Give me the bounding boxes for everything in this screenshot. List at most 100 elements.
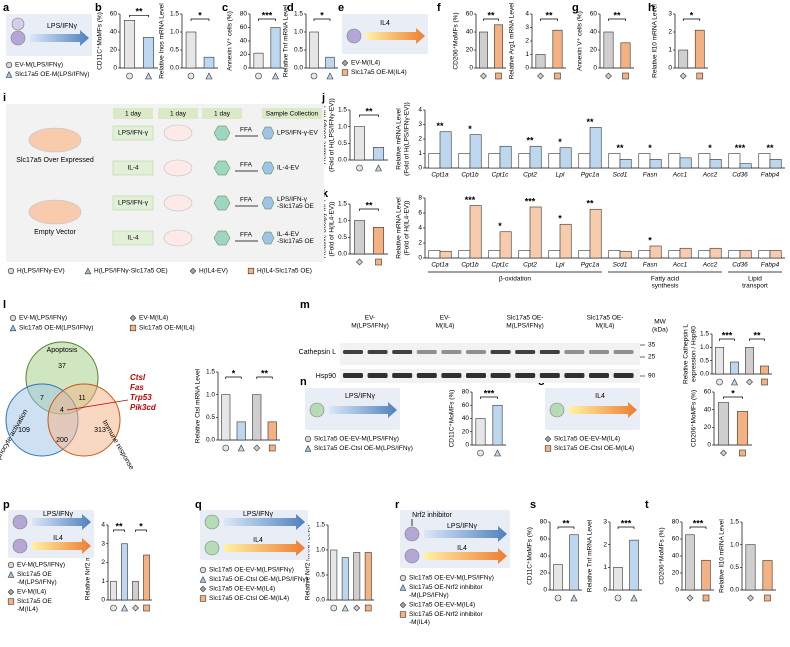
band — [343, 373, 363, 378]
legend-label: Slc17a5 OE-Ctsl OE-M(IL4) — [209, 595, 289, 602]
legend-marker — [7, 571, 15, 578]
lane-label: EV- — [440, 315, 450, 322]
y-axis-label: Relative mRNA Level — [396, 197, 403, 259]
y-tick-label: 0 — [593, 65, 597, 72]
bar — [353, 552, 361, 601]
significance: * — [731, 388, 735, 398]
bar — [769, 250, 782, 259]
lane-label: Slc17a5 OE- — [587, 315, 624, 322]
cell — [11, 17, 25, 31]
treatment-box — [112, 125, 154, 141]
x-tick-label: Scd1 — [613, 262, 628, 269]
legend-label: Slc17a5 OE — [17, 571, 52, 578]
bar — [548, 250, 561, 259]
legend-label: H(LPS/IFNγ-EV) — [17, 268, 65, 275]
y-tick-label: 20 — [704, 424, 712, 431]
x-tick-label: Cpt1a — [431, 172, 449, 179]
y-axis-label: CD206⁺MoMFs (%) — [691, 390, 698, 447]
bar — [372, 147, 385, 161]
scene-box — [6, 104, 324, 262]
category-icon — [205, 72, 213, 80]
bar — [236, 421, 246, 441]
bar — [613, 567, 623, 591]
y-tick-label: 40 — [672, 553, 680, 560]
y-tick-label: 0.0 — [170, 65, 179, 72]
category-icon — [121, 604, 128, 612]
treatment-box — [112, 230, 154, 246]
category-icon — [330, 604, 338, 612]
sample-label: -Slc17a5 OE — [277, 238, 315, 245]
category-icon — [110, 604, 117, 612]
y-tick-label: 0 — [525, 65, 529, 72]
x-tick-label: Cpt1c — [492, 262, 510, 269]
bar — [619, 250, 632, 259]
legend-label: EV-M(LPS/IFNγ) — [17, 562, 65, 569]
y-tick-label: 1.5 — [316, 522, 325, 529]
gene-pointer — [66, 399, 129, 411]
bar — [252, 394, 262, 441]
significance-bracket — [225, 376, 242, 379]
legend-marker — [9, 324, 17, 332]
significance: * — [468, 124, 472, 134]
legend-label: Slc17a5 OE-M(LPS/IFNγ) — [15, 71, 89, 78]
treatment-label: IL-4 — [127, 165, 139, 172]
band — [392, 350, 413, 354]
bar — [529, 145, 542, 169]
group-label: Empty Vector — [34, 229, 76, 236]
bar — [121, 543, 128, 601]
legend-marker — [7, 598, 15, 605]
bar — [458, 153, 471, 169]
ffa-label: FFA — [240, 162, 253, 169]
venn-count: 200 — [56, 437, 68, 444]
panel-letter: l — [3, 299, 6, 311]
band — [490, 373, 511, 378]
ffa-label: FFA — [240, 127, 253, 134]
x-tick-label: Cpt2 — [523, 262, 537, 269]
sample-label: LPS/IFN-γ-EV — [277, 130, 318, 137]
x-tick-label: Acc1 — [672, 172, 688, 179]
legend-label: -M(IL4) — [409, 619, 430, 626]
category-icon — [255, 72, 262, 80]
band — [539, 373, 560, 378]
bar — [488, 153, 501, 169]
significance: *** — [484, 388, 495, 398]
legend-label: -M(LPS/IFNγ) — [17, 579, 57, 586]
band-label: Hsp90 — [316, 373, 336, 380]
significance: * — [232, 368, 236, 378]
arrow — [32, 514, 91, 530]
bar — [685, 534, 695, 591]
significance-bracket — [617, 526, 635, 529]
lane-label: EV- — [365, 315, 375, 322]
y-tick-label: 80 — [462, 389, 470, 396]
gene-label: Trp53 — [130, 393, 152, 402]
header-box — [158, 108, 198, 119]
y-axis-label: Relative Tnf mRNA Level — [587, 519, 594, 592]
bar — [638, 250, 651, 259]
bar — [253, 52, 264, 69]
bar — [758, 153, 771, 169]
category-icon — [716, 378, 723, 386]
cell — [346, 28, 362, 44]
legend-label: H(LPS/IFNγ-Slc17a5 OE) — [94, 268, 168, 275]
y-tick-label: 3 — [101, 540, 105, 547]
legend-label: Slc17a5 OE-Ctsl OE-M(LPS/IFNγ) — [314, 445, 413, 452]
bar — [694, 29, 705, 69]
cell — [404, 548, 420, 564]
bar — [341, 557, 349, 601]
y-tick-label: 60 — [540, 536, 548, 543]
significance: ** — [586, 199, 594, 209]
panel-letter: j — [321, 92, 325, 104]
significance: ** — [753, 330, 761, 340]
significance: ** — [487, 10, 495, 20]
legend-label: Slc17a5 OE-EV-M(IL4) — [409, 602, 475, 609]
significance-bracket — [480, 396, 498, 399]
band — [564, 373, 585, 378]
bar — [762, 560, 773, 591]
venn-count: 109 — [18, 427, 30, 434]
stimulus-label: LPS/IFNγ — [447, 523, 477, 530]
y-tick-label: 4 — [418, 107, 422, 114]
significance-bracket — [129, 14, 149, 18]
legend-label: Slc17a5 OE — [17, 598, 52, 605]
significance-bracket — [190, 18, 210, 21]
significance: ** — [545, 10, 553, 20]
